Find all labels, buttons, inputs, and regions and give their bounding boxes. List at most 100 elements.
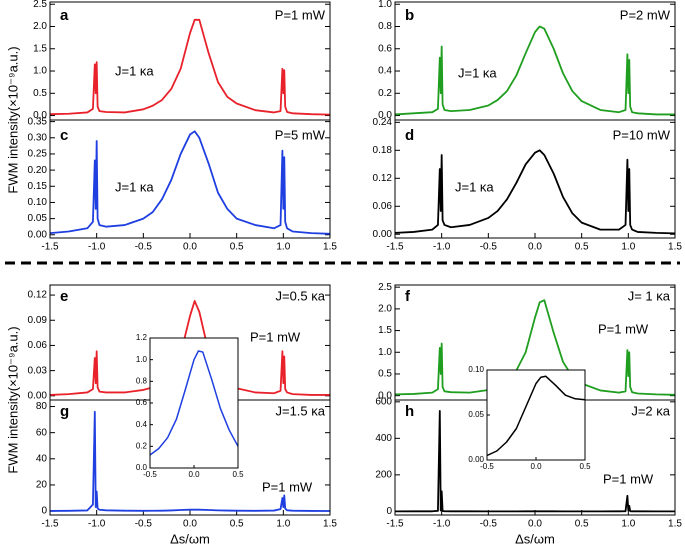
panel-letter: h: [405, 403, 414, 420]
y-tick-label: 0.05: [28, 213, 48, 224]
y-tick-label: 0.03: [28, 365, 48, 376]
data-line: [394, 25, 675, 116]
y-tick-label: 0.6: [378, 43, 392, 54]
y-tick-label: 80: [36, 401, 48, 412]
x-tick-label: -0.5: [480, 242, 498, 253]
y-tick-label: 0.5: [378, 369, 392, 380]
y-tick-label: 20: [36, 480, 48, 491]
annotation: P=2 mW: [620, 7, 671, 22]
y-tick-label: 0.5: [33, 88, 47, 99]
annotation: J=1 κa: [458, 65, 497, 80]
annotation: J=0.5 κa: [275, 288, 325, 303]
y-tick-label: 0.2: [378, 88, 392, 99]
y-tick-label: 0.0: [378, 110, 392, 121]
x-tick-label: 0.0: [528, 242, 542, 253]
y-tick-label: 0.10: [28, 197, 48, 208]
y-tick-label: 600: [375, 396, 392, 407]
data-line: [394, 410, 675, 513]
y-tick-label: 1.0: [136, 355, 148, 364]
panel-letter: g: [60, 403, 69, 420]
y-axis-label: FWM intensity(×10⁻⁹a.u.): [5, 326, 20, 473]
x-tick-label: 1.0: [621, 519, 635, 530]
y-tick-label: 1.2: [136, 333, 148, 342]
x-tick-label: -1.5: [41, 242, 59, 253]
y-tick-label: 0.0: [378, 390, 392, 401]
y-tick-label: 0.15: [28, 181, 48, 192]
y-tick-label: 0.8: [136, 376, 148, 385]
y-tick-label: 0: [386, 506, 392, 517]
annotation: P=10 mW: [613, 127, 671, 142]
data-line: [394, 299, 676, 396]
y-tick-label: 60: [36, 427, 48, 438]
y-tick-label: 0.0: [136, 463, 148, 472]
annotation: J=2 κa: [631, 403, 670, 418]
x-tick-label: 1.0: [621, 242, 635, 253]
x-tick-label: 0.5: [575, 242, 589, 253]
y-tick-label: 0.09: [28, 315, 48, 326]
x-tick-label: -1.5: [386, 519, 404, 530]
panel-letter: b: [405, 7, 414, 24]
annotation: J=1.5 κa: [275, 403, 325, 418]
y-tick-label: 0.8: [378, 21, 392, 32]
data-line: [49, 410, 331, 512]
plot-frame: [49, 119, 331, 239]
y-tick-label: 0.12: [373, 173, 393, 184]
x-tick-label: 1.5: [668, 242, 682, 253]
y-tick-label: 0.30: [28, 132, 48, 143]
x-tick-label: -1.0: [433, 242, 451, 253]
annotation: P=1 mW: [603, 471, 654, 486]
annotation: P=1 mW: [250, 329, 301, 344]
y-tick-label: 400: [375, 433, 392, 444]
data-line: [49, 300, 330, 396]
y-tick-label: 0.06: [373, 201, 393, 212]
panel-letter: c: [60, 127, 68, 144]
y-tick-label: 0.00: [28, 390, 48, 401]
x-tick-label: 0.5: [230, 242, 244, 253]
data-line: [486, 375, 586, 457]
x-tick-label: -0.5: [135, 242, 153, 253]
x-tick-label: -1.5: [41, 519, 59, 530]
panel-letter: a: [60, 7, 69, 24]
y-tick-label: 0.0: [33, 110, 47, 121]
panel-letter: e: [60, 288, 68, 305]
y-axis-label: FWM intensity(×10⁻⁹a.u.): [5, 46, 20, 193]
y-tick-label: 1.0: [378, 347, 392, 358]
data-line: [49, 130, 331, 235]
y-tick-label: 0.6: [136, 398, 148, 407]
x-tick-label: 1.5: [323, 242, 337, 253]
x-tick-label: 0.0: [528, 519, 542, 530]
annotation: J= 1 κa: [628, 288, 671, 303]
x-tick-label: 1.0: [276, 519, 290, 530]
panel-letter: f: [405, 288, 411, 305]
y-tick-label: 1.5: [33, 43, 47, 54]
y-tick-label: 0.10: [468, 365, 484, 374]
y-tick-label: 0.25: [28, 149, 48, 160]
x-tick-label: 1.0: [276, 242, 290, 253]
y-tick-label: 0.18: [373, 145, 393, 156]
y-tick-label: 0.20: [28, 165, 48, 176]
x-tick-label: -0.5: [143, 470, 157, 479]
y-tick-label: 0.12: [28, 290, 48, 301]
annotation: J=1 κa: [115, 63, 154, 78]
y-tick-label: 1.0: [33, 66, 47, 77]
plot-frame: [149, 337, 239, 469]
y-tick-label: 1.5: [378, 325, 392, 336]
y-tick-label: 40: [36, 453, 48, 464]
annotation: P=1 mW: [262, 479, 313, 494]
annotation: J=1 κa: [115, 179, 154, 194]
x-tick-label: -1.5: [386, 242, 404, 253]
x-tick-label: 1.5: [323, 519, 337, 530]
x-tick-label: 0.0: [183, 242, 197, 253]
x-tick-label: 0.0: [530, 462, 542, 471]
annotation: P=1 mW: [598, 321, 649, 336]
y-tick-label: 0.05: [468, 410, 484, 419]
data-line: [49, 18, 331, 116]
annotation: J=1 κa: [455, 179, 494, 194]
x-tick-label: -0.5: [480, 519, 498, 530]
plot-frame: [394, 119, 676, 239]
x-tick-label: 0.5: [575, 519, 589, 530]
x-tick-label: 1.5: [668, 519, 682, 530]
y-tick-label: 0.06: [28, 340, 48, 351]
x-tick-label: -1.0: [433, 519, 451, 530]
y-tick-label: 0.4: [136, 420, 148, 429]
